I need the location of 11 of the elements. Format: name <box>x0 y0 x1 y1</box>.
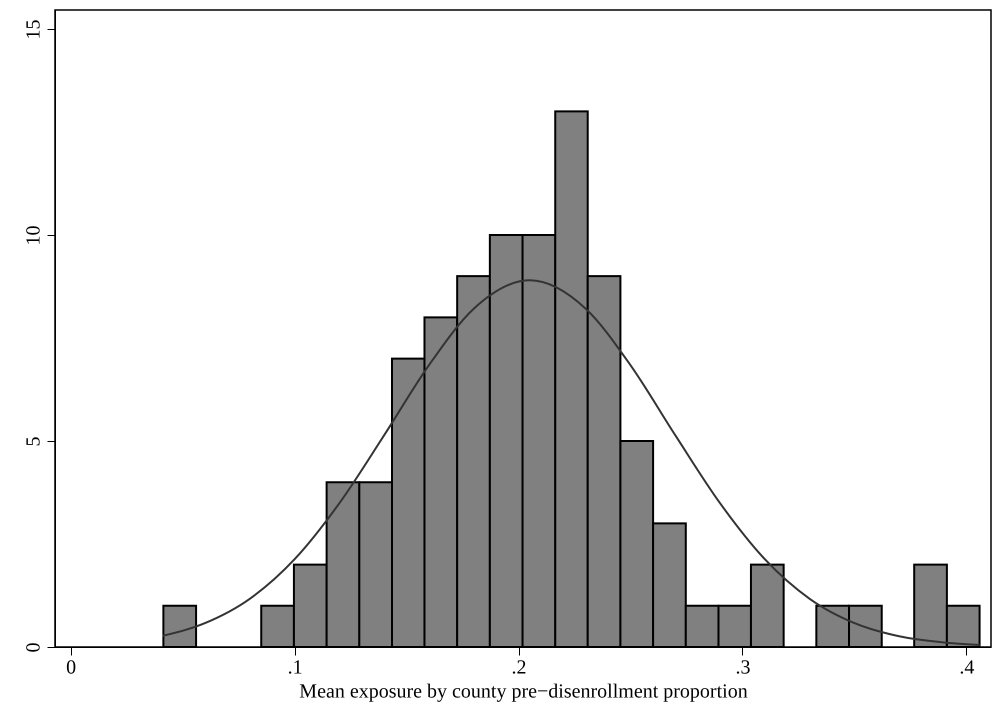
y-tick-label: 15 <box>22 19 44 40</box>
x-tick-label: .2 <box>512 656 527 678</box>
x-tick-label: .4 <box>959 656 974 678</box>
x-tick-label: .1 <box>288 656 303 678</box>
x-tick-label: 0 <box>66 656 76 678</box>
y-tick-label: 10 <box>22 225 44 246</box>
y-tick-label: 5 <box>22 436 44 446</box>
line-series <box>161 279 981 646</box>
x-axis-title: Mean exposure by county pre−disenrollment proportion <box>299 680 748 702</box>
y-tick-label: 0 <box>22 642 44 652</box>
x-tick-label: .3 <box>735 656 750 678</box>
